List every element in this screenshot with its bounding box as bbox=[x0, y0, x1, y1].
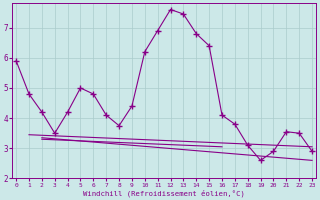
X-axis label: Windchill (Refroidissement éolien,°C): Windchill (Refroidissement éolien,°C) bbox=[83, 189, 245, 197]
